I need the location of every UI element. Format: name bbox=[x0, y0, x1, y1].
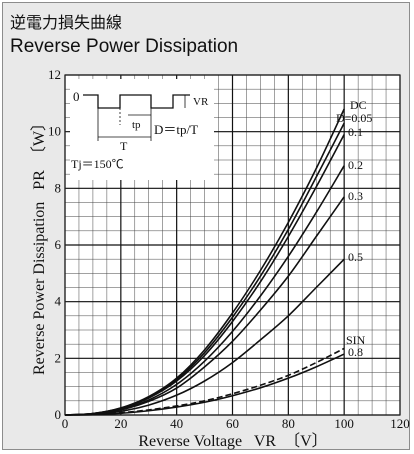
x-tick-label: 40 bbox=[170, 416, 183, 431]
inset-tp-label: tp bbox=[132, 119, 141, 131]
plot-border bbox=[64, 74, 401, 416]
x-axis-unit: 〔V〕 bbox=[284, 432, 328, 450]
inset-zero-label: 0 bbox=[73, 89, 80, 104]
chart-title: Reverse Power Dissipation bbox=[10, 36, 239, 57]
x-tick-label: 60 bbox=[226, 416, 239, 431]
inset-period-label: T bbox=[120, 139, 128, 153]
inset-duty-formula: D＝tp/T bbox=[154, 122, 198, 137]
x-tick-label: 120 bbox=[390, 416, 410, 431]
y-axis-unit: 〔W〕 bbox=[30, 115, 48, 162]
y-tick-label: 12 bbox=[48, 67, 61, 82]
x-axis-title: Reverse Voltage VR 〔V〕 bbox=[138, 432, 327, 450]
inset-junction-temp: Tj＝150℃ bbox=[71, 157, 124, 171]
curve-label-2: 0.1 bbox=[348, 125, 363, 139]
y-tick-label: 8 bbox=[55, 180, 62, 195]
inset-waveform: 0 VR tp T D＝tp/T Tj＝150℃ bbox=[70, 79, 214, 180]
curve-series-7 bbox=[64, 353, 345, 416]
curve-label-6: SIN bbox=[346, 333, 366, 347]
x-axis-symbol: VR bbox=[254, 433, 277, 450]
chart-title-japanese: 逆電力損失曲線 bbox=[10, 13, 123, 32]
curve-label-5: 0.5 bbox=[348, 250, 363, 264]
x-tick-label: 20 bbox=[114, 416, 127, 431]
x-tick-label: 80 bbox=[282, 416, 295, 431]
curve-series-4 bbox=[64, 196, 345, 416]
inset-vr-label: VR bbox=[193, 96, 209, 108]
x-tick-labels: 0 20 40 60 80 100 120 bbox=[62, 416, 410, 431]
curve-series-5 bbox=[64, 258, 345, 416]
x-tick-label: 0 bbox=[62, 416, 69, 431]
y-axis-symbol: PR bbox=[31, 170, 48, 190]
y-axis-title: Reverse Power Dissipation PR 〔W〕 bbox=[30, 115, 48, 375]
curve-label-3: 0.2 bbox=[348, 158, 363, 172]
y-tick-label: 0 bbox=[55, 407, 62, 422]
x-tick-label: 100 bbox=[334, 416, 354, 431]
y-tick-label: 6 bbox=[55, 237, 62, 252]
y-tick-label: 2 bbox=[55, 350, 62, 365]
x-axis-label: Reverse Voltage bbox=[138, 433, 242, 450]
y-tick-labels: 0 2 4 6 8 10 12 bbox=[48, 67, 62, 422]
curve-label-1: D=0.05 bbox=[336, 111, 372, 125]
y-tick-label: 10 bbox=[48, 124, 61, 139]
curve-label-7: 0.8 bbox=[348, 345, 363, 359]
curve-label-0: DC bbox=[350, 98, 367, 112]
y-axis-label: Reverse Power Dissipation bbox=[31, 202, 48, 375]
chart-frame: 逆電力損失曲線 Reverse Power Dissipation DC D=0.… bbox=[2, 2, 410, 450]
inset-pulse-waveform bbox=[83, 94, 190, 109]
inset-background bbox=[70, 79, 214, 180]
curve-label-4: 0.3 bbox=[348, 189, 363, 203]
y-tick-label: 4 bbox=[55, 294, 62, 309]
curves bbox=[64, 108, 345, 416]
